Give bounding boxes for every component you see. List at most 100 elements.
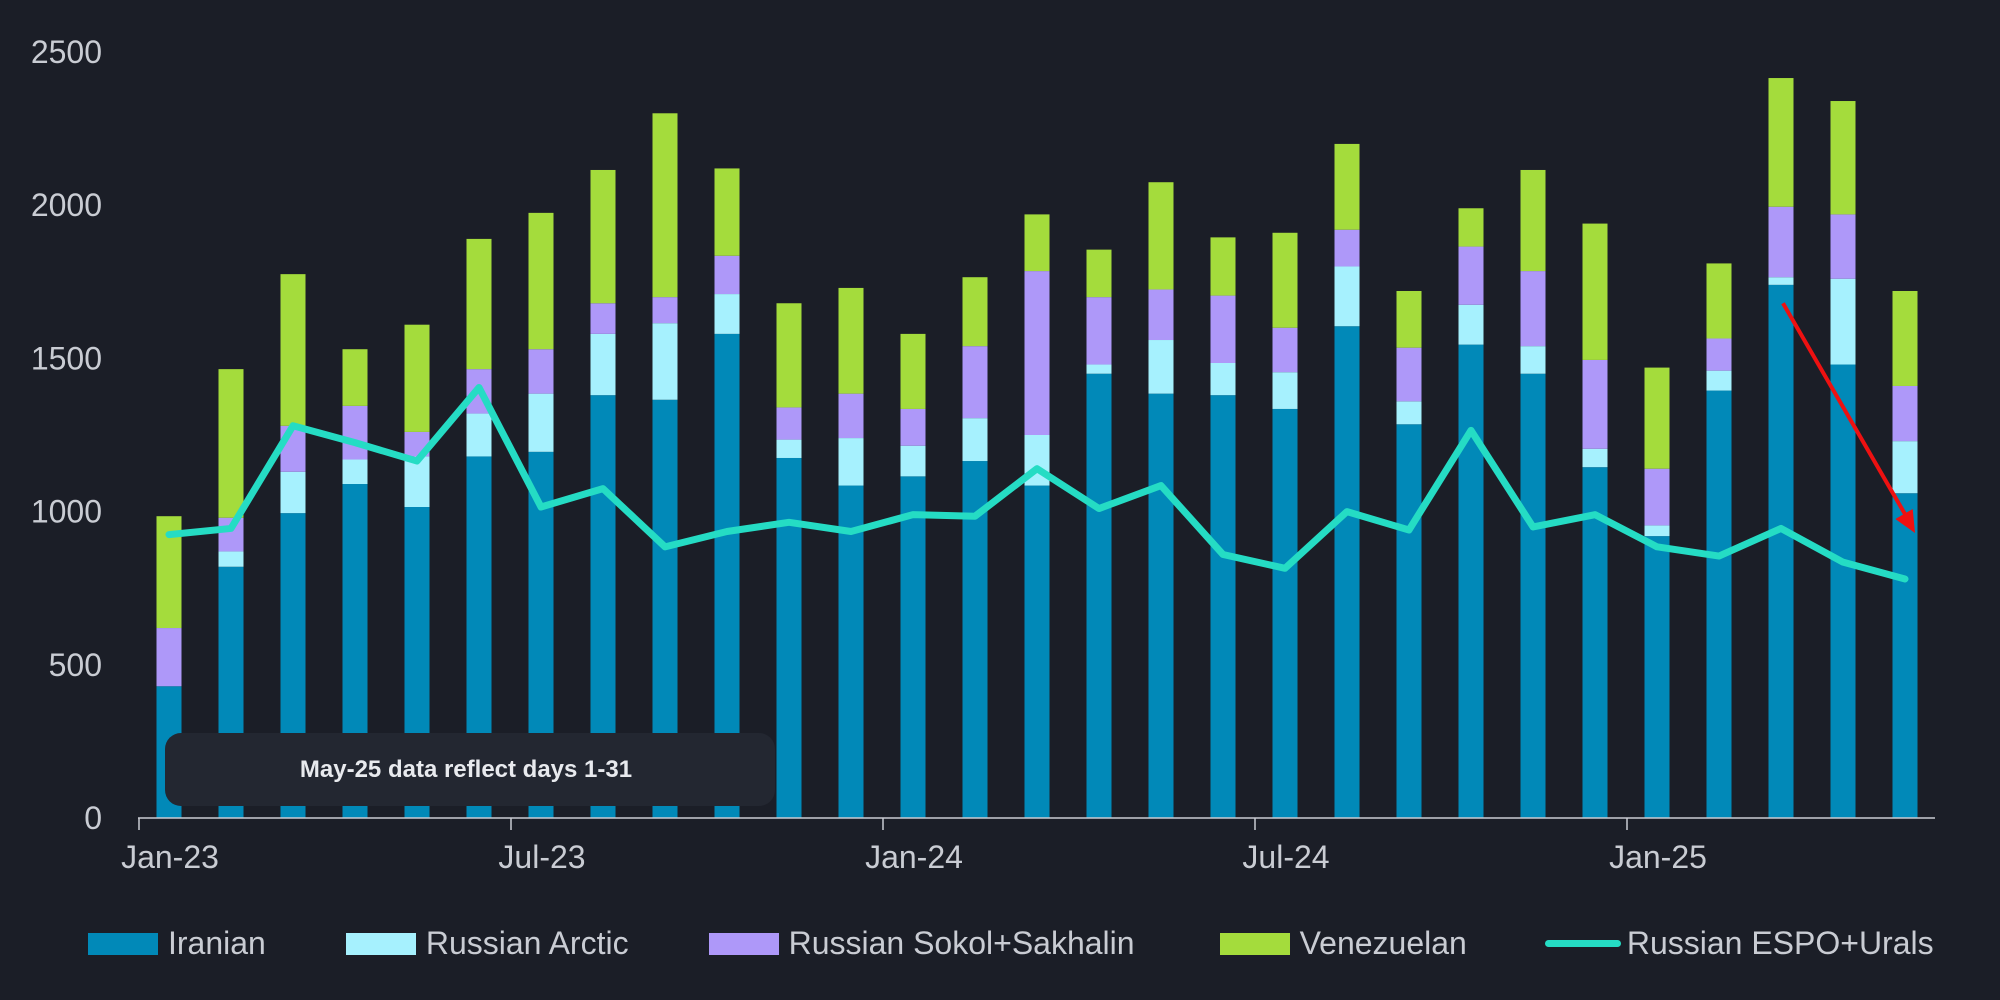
bar-russian-sokol-sakhalin-jan-24: [900, 408, 926, 446]
trend-arrow-head: [1895, 508, 1915, 534]
bar-venezuelan-nov-23: [776, 303, 802, 408]
x-tick-label-jul-23: Jul-23: [498, 839, 585, 875]
bar-venezuelan-jan-25: [1644, 367, 1670, 469]
point-russian-espo-urals-jan-23: [167, 532, 171, 537]
trend-arrow-layer: [1781, 302, 1915, 534]
legend-swatch-venezuelan: [1219, 932, 1290, 955]
point-russian-espo-urals-mar-23: [291, 423, 295, 428]
bar-venezuelan-oct-23: [714, 168, 740, 256]
point-russian-espo-urals-oct-24: [1469, 428, 1473, 433]
bar-venezuelan-mar-24: [1024, 214, 1050, 272]
bar-russian-sokol-sakhalin-jan-25: [1644, 468, 1670, 526]
y-tick-label-1000: 1000: [31, 494, 102, 530]
bar-russian-arctic-sep-23: [652, 323, 678, 400]
bar-russian-sokol-sakhalin-apr-23: [342, 405, 368, 460]
point-russian-espo-urals-feb-23: [229, 526, 233, 531]
point-russian-espo-urals-apr-23: [353, 440, 357, 445]
bar-russian-arctic-sep-24: [1396, 401, 1422, 425]
bar-venezuelan-jun-24: [1210, 237, 1236, 296]
bar-iranian-nov-24: [1520, 373, 1546, 818]
legend-swatch-russian-sokol-sakhalin: [708, 932, 779, 955]
bar-venezuelan-dec-24: [1582, 223, 1608, 360]
point-russian-espo-urals-sep-23: [663, 544, 667, 549]
bar-venezuelan-sep-23: [652, 113, 678, 298]
legend-item-russian-espo-urals: Russian ESPO+Urals: [1544, 925, 1934, 962]
bar-russian-sokol-sakhalin-may-25: [1892, 385, 1918, 442]
bar-venezuelan-jul-23: [528, 212, 554, 350]
bar-russian-sokol-sakhalin-jul-24: [1272, 327, 1298, 373]
bar-russian-arctic-may-25: [1892, 441, 1918, 494]
bars-layer: [156, 78, 1918, 818]
bar-russian-sokol-sakhalin-may-24: [1148, 289, 1174, 341]
bar-russian-sokol-sakhalin-nov-24: [1520, 271, 1546, 347]
legend-swatch-russian-espo-urals: [1544, 940, 1621, 947]
legend-label-russian-espo-urals: Russian ESPO+Urals: [1626, 925, 1934, 961]
bar-venezuelan-sep-24: [1396, 290, 1422, 348]
point-russian-espo-urals-may-25: [1903, 577, 1907, 582]
bar-russian-arctic-apr-25: [1830, 278, 1856, 365]
legend-label-iranian: Iranian: [168, 925, 266, 961]
bar-iranian-dec-23: [838, 485, 864, 818]
bar-russian-sokol-sakhalin-jun-24: [1210, 295, 1236, 363]
bar-russian-arctic-dec-24: [1582, 448, 1608, 468]
bar-venezuelan-may-25: [1892, 290, 1918, 386]
bar-venezuelan-apr-25: [1830, 101, 1856, 215]
bar-russian-arctic-mar-25: [1768, 277, 1794, 285]
bar-russian-arctic-mar-23: [280, 471, 306, 514]
bar-venezuelan-feb-25: [1706, 263, 1732, 339]
trend-arrow-shaft: [1781, 302, 1911, 523]
line-layer: [165, 384, 1909, 583]
point-russian-espo-urals-aug-23: [601, 486, 605, 491]
point-russian-espo-urals-dec-24: [1593, 512, 1597, 517]
legend-item-russian-sokol-sakhalin: Russian Sokol+Sakhalin: [708, 925, 1135, 962]
bar-russian-arctic-nov-24: [1520, 346, 1546, 374]
bar-russian-arctic-nov-23: [776, 439, 802, 458]
bar-russian-sokol-sakhalin-aug-23: [590, 303, 616, 334]
bar-venezuelan-aug-24: [1334, 143, 1360, 230]
point-russian-espo-urals-sep-24: [1407, 527, 1411, 532]
bar-venezuelan-aug-23: [590, 169, 616, 304]
bar-russian-arctic-aug-23: [590, 333, 616, 396]
bar-russian-sokol-sakhalin-mar-23: [280, 425, 306, 472]
x-tick-label-jan-23: Jan-23: [121, 839, 219, 875]
x-tick-label-jan-25: Jan-25: [1609, 839, 1707, 875]
bar-russian-arctic-feb-24: [962, 418, 988, 462]
point-russian-espo-urals-nov-24: [1531, 524, 1535, 529]
bar-russian-arctic-apr-23: [342, 459, 368, 485]
point-russian-espo-urals-apr-24: [1097, 506, 1101, 511]
bar-iranian-feb-24: [962, 461, 988, 818]
legend-swatch-russian-arctic: [345, 932, 416, 955]
point-russian-espo-urals-oct-23: [725, 529, 729, 534]
point-russian-espo-urals-jun-23: [477, 385, 481, 390]
bar-iranian-may-25: [1892, 493, 1918, 818]
bar-russian-sokol-sakhalin-dec-24: [1582, 359, 1608, 449]
point-russian-espo-urals-dec-23: [849, 529, 853, 534]
y-tick-label-500: 500: [49, 647, 102, 683]
bar-iranian-feb-25: [1706, 390, 1732, 818]
data-note-text: May-25 data reflect days 1-31: [299, 755, 633, 783]
point-russian-espo-urals-nov-23: [787, 520, 791, 525]
point-russian-espo-urals-apr-25: [1841, 560, 1845, 565]
bar-venezuelan-may-24: [1148, 182, 1174, 290]
bar-venezuelan-mar-25: [1768, 78, 1794, 207]
bar-iranian-jun-24: [1210, 395, 1236, 818]
legend-item-russian-arctic: Russian Arctic: [345, 925, 629, 962]
bar-russian-sokol-sakhalin-mar-25: [1768, 206, 1794, 278]
point-russian-espo-urals-feb-25: [1717, 554, 1721, 559]
bar-venezuelan-oct-24: [1458, 208, 1484, 247]
bar-venezuelan-jun-23: [466, 238, 492, 370]
bar-iranian-sep-24: [1396, 424, 1422, 818]
bar-russian-sokol-sakhalin-oct-23: [714, 255, 740, 295]
bar-iranian-aug-24: [1334, 326, 1360, 818]
legend-item-venezuelan: Venezuelan: [1219, 925, 1467, 962]
legend-item-iranian: Iranian: [88, 925, 266, 962]
bar-venezuelan-apr-24: [1086, 249, 1112, 298]
bar-russian-arctic-oct-23: [714, 294, 740, 334]
bar-russian-arctic-aug-24: [1334, 266, 1360, 327]
bar-russian-arctic-jul-24: [1272, 372, 1298, 409]
bar-venezuelan-may-23: [404, 324, 430, 432]
y-tick-label-2500: 2500: [31, 34, 102, 70]
legend-swatch-iranian: [88, 932, 158, 955]
point-russian-espo-urals-aug-24: [1345, 509, 1349, 514]
